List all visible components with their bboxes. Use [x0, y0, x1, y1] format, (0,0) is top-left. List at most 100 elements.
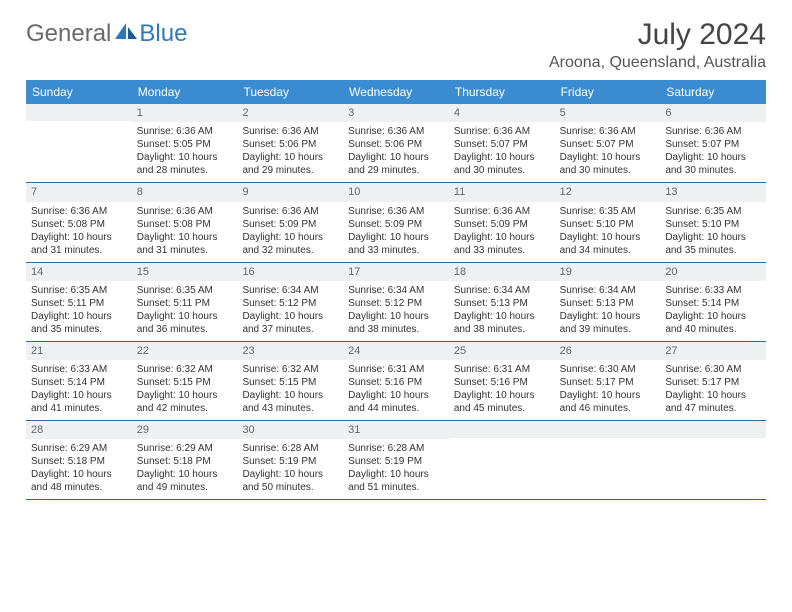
cell-body: Sunrise: 6:36 AMSunset: 5:08 PMDaylight:…: [132, 202, 238, 262]
cell-line: Daylight: 10 hours and 42 minutes.: [137, 389, 233, 415]
day-header-friday: Friday: [555, 80, 661, 104]
cell-line: Sunset: 5:08 PM: [137, 218, 233, 231]
cell-line: Sunrise: 6:36 AM: [348, 205, 444, 218]
cell-line: Sunrise: 6:36 AM: [454, 205, 550, 218]
day-number: 31: [343, 421, 449, 439]
calendar-cell: 4Sunrise: 6:36 AMSunset: 5:07 PMDaylight…: [449, 104, 555, 182]
calendar-cell: [660, 421, 766, 499]
calendar-week: 1Sunrise: 6:36 AMSunset: 5:05 PMDaylight…: [26, 104, 766, 183]
day-header-thursday: Thursday: [449, 80, 555, 104]
cell-line: Daylight: 10 hours and 30 minutes.: [454, 151, 550, 177]
calendar-cell: 30Sunrise: 6:28 AMSunset: 5:19 PMDayligh…: [237, 421, 343, 499]
cell-line: Sunset: 5:18 PM: [137, 455, 233, 468]
cell-body: Sunrise: 6:34 AMSunset: 5:12 PMDaylight:…: [343, 281, 449, 341]
calendar-cell: 2Sunrise: 6:36 AMSunset: 5:06 PMDaylight…: [237, 104, 343, 182]
day-number: 16: [237, 263, 343, 281]
cell-body: [555, 438, 661, 446]
cell-line: Daylight: 10 hours and 33 minutes.: [454, 231, 550, 257]
calendar-cell: 24Sunrise: 6:31 AMSunset: 5:16 PMDayligh…: [343, 342, 449, 420]
day-header-monday: Monday: [132, 80, 238, 104]
day-header-sunday: Sunday: [26, 80, 132, 104]
cell-body: Sunrise: 6:33 AMSunset: 5:14 PMDaylight:…: [26, 360, 132, 420]
cell-line: Sunset: 5:15 PM: [137, 376, 233, 389]
cell-line: Daylight: 10 hours and 31 minutes.: [137, 231, 233, 257]
cell-body: Sunrise: 6:35 AMSunset: 5:10 PMDaylight:…: [555, 202, 661, 262]
cell-line: Daylight: 10 hours and 50 minutes.: [242, 468, 338, 494]
calendar-cell: 6Sunrise: 6:36 AMSunset: 5:07 PMDaylight…: [660, 104, 766, 182]
calendar-cell: 1Sunrise: 6:36 AMSunset: 5:05 PMDaylight…: [132, 104, 238, 182]
logo: General Blue: [26, 20, 187, 48]
cell-line: Daylight: 10 hours and 32 minutes.: [242, 231, 338, 257]
cell-line: Daylight: 10 hours and 29 minutes.: [242, 151, 338, 177]
cell-body: Sunrise: 6:28 AMSunset: 5:19 PMDaylight:…: [343, 439, 449, 499]
cell-line: Daylight: 10 hours and 38 minutes.: [348, 310, 444, 336]
cell-line: Sunrise: 6:28 AM: [242, 442, 338, 455]
cell-line: Daylight: 10 hours and 39 minutes.: [560, 310, 656, 336]
calendar-cell: [449, 421, 555, 499]
day-number: 23: [237, 342, 343, 360]
cell-body: Sunrise: 6:35 AMSunset: 5:11 PMDaylight:…: [132, 281, 238, 341]
cell-line: Sunrise: 6:32 AM: [242, 363, 338, 376]
day-number: [449, 421, 555, 438]
cell-line: Daylight: 10 hours and 30 minutes.: [560, 151, 656, 177]
calendar-week: 21Sunrise: 6:33 AMSunset: 5:14 PMDayligh…: [26, 342, 766, 421]
cell-line: Sunset: 5:09 PM: [348, 218, 444, 231]
cell-line: Daylight: 10 hours and 37 minutes.: [242, 310, 338, 336]
cell-line: Sunset: 5:17 PM: [665, 376, 761, 389]
calendar-cell: 7Sunrise: 6:36 AMSunset: 5:08 PMDaylight…: [26, 183, 132, 261]
day-number: 24: [343, 342, 449, 360]
day-number: 2: [237, 104, 343, 122]
cell-line: Sunrise: 6:36 AM: [137, 125, 233, 138]
cell-line: Sunset: 5:06 PM: [348, 138, 444, 151]
page-title: July 2024: [549, 18, 766, 52]
cell-body: Sunrise: 6:29 AMSunset: 5:18 PMDaylight:…: [132, 439, 238, 499]
cell-body: Sunrise: 6:31 AMSunset: 5:16 PMDaylight:…: [449, 360, 555, 420]
day-number: 29: [132, 421, 238, 439]
cell-line: Sunset: 5:07 PM: [560, 138, 656, 151]
cell-line: Daylight: 10 hours and 35 minutes.: [665, 231, 761, 257]
cell-line: Sunset: 5:13 PM: [454, 297, 550, 310]
calendar-cell: 28Sunrise: 6:29 AMSunset: 5:18 PMDayligh…: [26, 421, 132, 499]
day-number: 30: [237, 421, 343, 439]
day-number: 20: [660, 263, 766, 281]
cell-body: Sunrise: 6:36 AMSunset: 5:07 PMDaylight:…: [660, 122, 766, 182]
calendar-cell: 13Sunrise: 6:35 AMSunset: 5:10 PMDayligh…: [660, 183, 766, 261]
day-header-tuesday: Tuesday: [237, 80, 343, 104]
day-number: 11: [449, 183, 555, 201]
cell-line: Daylight: 10 hours and 34 minutes.: [560, 231, 656, 257]
cell-line: Sunset: 5:09 PM: [242, 218, 338, 231]
calendar-cell: 11Sunrise: 6:36 AMSunset: 5:09 PMDayligh…: [449, 183, 555, 261]
cell-body: Sunrise: 6:32 AMSunset: 5:15 PMDaylight:…: [237, 360, 343, 420]
cell-line: Daylight: 10 hours and 48 minutes.: [31, 468, 127, 494]
calendar-week: 14Sunrise: 6:35 AMSunset: 5:11 PMDayligh…: [26, 263, 766, 342]
cell-line: Sunrise: 6:31 AM: [454, 363, 550, 376]
cell-line: Sunrise: 6:34 AM: [454, 284, 550, 297]
day-header-saturday: Saturday: [660, 80, 766, 104]
cell-line: Daylight: 10 hours and 51 minutes.: [348, 468, 444, 494]
calendar-cell: 26Sunrise: 6:30 AMSunset: 5:17 PMDayligh…: [555, 342, 661, 420]
cell-body: Sunrise: 6:36 AMSunset: 5:05 PMDaylight:…: [132, 122, 238, 182]
cell-body: [26, 121, 132, 129]
title-block: July 2024 Aroona, Queensland, Australia: [549, 18, 766, 72]
cell-line: Sunrise: 6:36 AM: [31, 205, 127, 218]
cell-line: Daylight: 10 hours and 47 minutes.: [665, 389, 761, 415]
cell-line: Sunrise: 6:36 AM: [137, 205, 233, 218]
cell-line: Sunrise: 6:30 AM: [665, 363, 761, 376]
cell-line: Sunrise: 6:36 AM: [665, 125, 761, 138]
day-number: 26: [555, 342, 661, 360]
cell-line: Daylight: 10 hours and 30 minutes.: [665, 151, 761, 177]
cell-body: [449, 438, 555, 446]
day-number: 21: [26, 342, 132, 360]
day-number: 18: [449, 263, 555, 281]
calendar-cell: 21Sunrise: 6:33 AMSunset: 5:14 PMDayligh…: [26, 342, 132, 420]
day-number: 12: [555, 183, 661, 201]
day-number: 5: [555, 104, 661, 122]
calendar-cell: 9Sunrise: 6:36 AMSunset: 5:09 PMDaylight…: [237, 183, 343, 261]
calendar-cell: 25Sunrise: 6:31 AMSunset: 5:16 PMDayligh…: [449, 342, 555, 420]
calendar-cell: 23Sunrise: 6:32 AMSunset: 5:15 PMDayligh…: [237, 342, 343, 420]
day-number: 14: [26, 263, 132, 281]
logo-text-general: General: [26, 20, 111, 48]
calendar-week: 7Sunrise: 6:36 AMSunset: 5:08 PMDaylight…: [26, 183, 766, 262]
header: General Blue July 2024 Aroona, Queenslan…: [26, 18, 766, 72]
cell-line: Sunset: 5:14 PM: [665, 297, 761, 310]
